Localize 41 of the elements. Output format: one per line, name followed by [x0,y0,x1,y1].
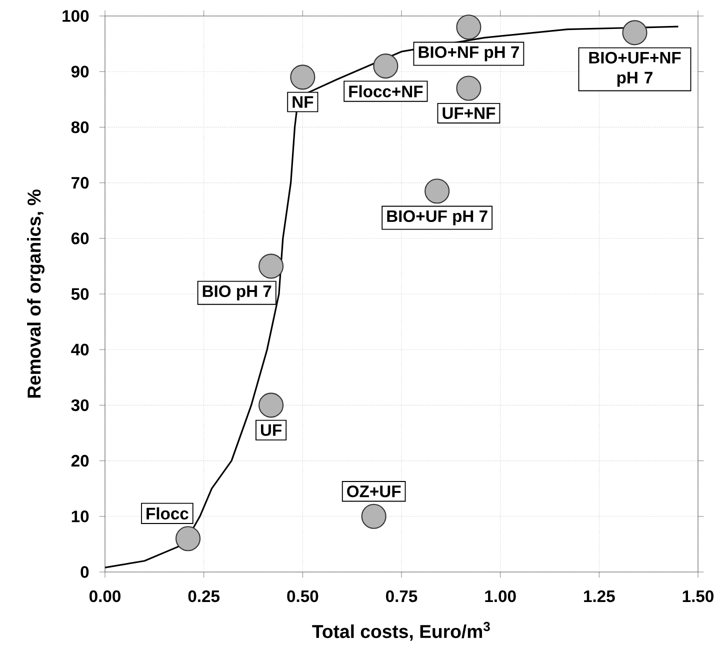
annotation: BIO+UF pH 7 [387,210,488,226]
x-tick-label: 1.25 [584,590,615,602]
annotation: BIO+UF+NF pH 7 [589,52,681,87]
point [361,504,386,529]
y-tick-label: 20 [71,454,89,467]
x-tick-label: 0.25 [188,590,220,602]
y-axis-title: Removal of organics, % [27,190,44,398]
point [373,53,398,79]
y-tick-label: 100 [62,10,89,22]
annotation: UF [260,424,282,436]
point [258,392,284,418]
x-tick-label: 1.50 [682,590,714,602]
line-series [104,26,680,568]
y-tick-label: 70 [72,176,89,189]
point [175,526,201,552]
y-tick-label: 10 [72,510,89,522]
x-tick-label: 0.50 [287,590,318,602]
point [290,64,316,90]
point [424,178,450,204]
point [456,76,482,101]
x-tick-label: 1.00 [485,590,516,602]
annotation: Flocc [146,507,188,520]
point [258,254,284,279]
annotation: NF [292,96,314,108]
y-tick-label: 90 [71,66,89,78]
y-tick-label: 50 [71,288,89,300]
x-tick-label: 0.75 [386,590,418,602]
annotation: BIO+NF pH 7 [418,46,519,62]
annotation: BIO pH 7 [202,285,272,300]
point [456,14,482,40]
annotation: UF+NF [442,107,496,119]
x-tick-label: 0.00 [90,590,120,602]
x-axis-title: Total costs, Euro/m$^{3}$ [312,622,490,641]
point [622,20,648,46]
y-tick-label: 0 [80,566,89,578]
annotation: Flocc+NF [349,85,423,98]
y-tick-label: 30 [71,399,89,412]
annotation: OZ+UF [347,486,401,498]
y-tick-label: 40 [71,344,89,356]
y-tick-label: 80 [71,121,89,134]
y-tick-label: 60 [71,232,89,244]
